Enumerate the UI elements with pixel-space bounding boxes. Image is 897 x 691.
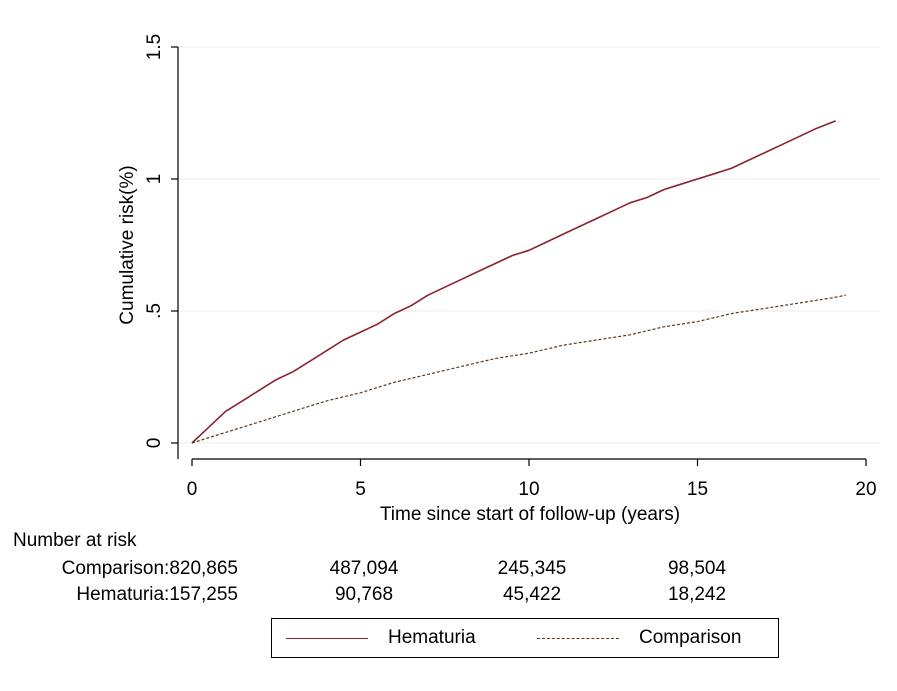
y-axis-label: Cumulative risk(%) [117, 165, 138, 324]
legend-comparison-label: Comparison [639, 627, 742, 648]
risk-value-comparison-10y: 245,345 [497, 558, 567, 579]
chart-legend: Hematuria Comparison [271, 618, 779, 658]
gridlines [178, 46, 880, 444]
risk-value-comparison-15y: 98,504 [667, 558, 727, 579]
x-tick-label-2: 10 [518, 479, 539, 500]
risk-row-label-comparison: Comparison:820,865 [61, 558, 238, 579]
cumulative-risk-chart: 0 .5 1 1.5 0 5 10 15 20 Cumulative risk(%) Time … [117, 34, 880, 525]
y-tick-label-3: 1.5 [144, 34, 165, 60]
series-lines [191, 120, 846, 444]
legend-comparison-swatch [537, 638, 619, 639]
y-tick-label-2: 1 [144, 174, 165, 185]
series-line-comparison [191, 294, 846, 444]
risk-value-hematuria-10y: 45,422 [502, 584, 562, 605]
series-line-hematuria [191, 120, 836, 444]
y-tick-label-0: 0 [144, 438, 165, 449]
tick-marks: 0 .5 1 1.5 0 5 10 15 20 [144, 34, 877, 500]
x-tick-label-4: 20 [855, 479, 876, 500]
risk-value-hematuria-5y: 90,768 [334, 584, 394, 605]
x-tick-label-1: 5 [355, 479, 366, 500]
risk-value-comparison-5y: 487,094 [329, 558, 399, 579]
x-tick-label-0: 0 [187, 479, 198, 500]
y-tick-label-1: .5 [144, 303, 165, 319]
legend-hematuria-label: Hematuria [388, 627, 476, 648]
risk-row-label-hematuria: Hematuria:157,255 [76, 584, 238, 605]
x-tick-label-3: 15 [687, 479, 708, 500]
legend-hematuria-swatch [286, 638, 368, 639]
risk-value-hematuria-15y: 18,242 [667, 584, 727, 605]
number-at-risk-title: Number at risk [13, 530, 137, 551]
x-axis-label: Time since start of follow-up (years) [380, 504, 680, 525]
